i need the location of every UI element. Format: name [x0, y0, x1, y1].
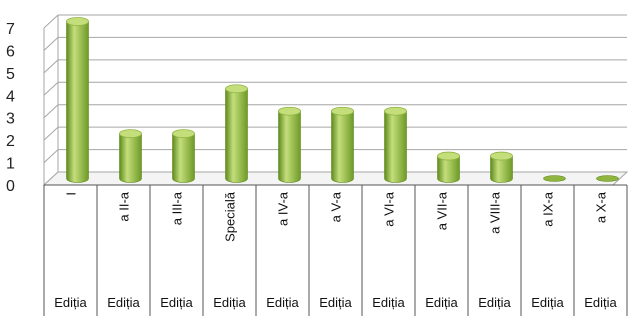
bar	[437, 151, 460, 183]
category-group-label: Ediția	[160, 295, 193, 310]
bar	[119, 129, 142, 183]
bars	[66, 17, 619, 183]
y-tick-label: 7	[6, 21, 15, 38]
gridline-depth	[43, 37, 59, 51]
bar-top	[437, 151, 460, 161]
category-label: a IX-a	[541, 191, 556, 226]
gridline-depth	[43, 149, 59, 163]
bar-body	[490, 155, 513, 183]
category-table: Ediția Ediția Ediția Ediția Ediția Ediția Ediț…	[43, 184, 628, 316]
bar	[384, 106, 407, 183]
bar	[278, 106, 301, 183]
y-tick-label: 4	[6, 88, 15, 105]
bar-top	[66, 17, 89, 26]
bar-top	[278, 106, 301, 116]
category-label: a X-a	[594, 191, 609, 223]
category-label: I	[64, 192, 79, 196]
bar	[596, 175, 619, 182]
bar	[331, 106, 354, 183]
bar-body	[278, 110, 301, 183]
bar-top	[490, 151, 513, 161]
gridline-depth	[43, 104, 59, 119]
bar-top	[172, 129, 195, 139]
bar	[225, 84, 248, 183]
category-group-label: Ediția	[425, 295, 458, 310]
y-tick-label: 5	[6, 66, 15, 83]
y-tick-label: 3	[6, 111, 15, 128]
bar-zero	[596, 175, 619, 182]
gridline-depth	[43, 126, 59, 141]
category-label: a II-a	[117, 191, 132, 221]
category-label: a VII-a	[435, 191, 450, 230]
category-label: Specială	[223, 191, 238, 242]
bar-body	[331, 110, 354, 183]
category-group-label: Ediția	[54, 295, 87, 310]
y-tick-label: 6	[6, 43, 15, 60]
bar-top	[225, 84, 248, 94]
category-group-label: Ediția	[531, 295, 564, 310]
bar-body	[384, 110, 407, 183]
bar-body	[437, 155, 460, 183]
y-tick-labels: 0 1 2 3 4 5 6 7	[6, 21, 15, 195]
y-tick-label: 1	[6, 156, 15, 173]
bar-top	[331, 106, 354, 116]
bar-body	[172, 133, 195, 183]
category-label: a IV-a	[276, 191, 291, 226]
bar	[66, 17, 89, 183]
category-label: a VI-a	[382, 191, 397, 226]
bar-body	[225, 88, 248, 183]
category-group-label: Ediția	[266, 295, 299, 310]
bar-body	[66, 21, 89, 183]
y-tick-label: 0	[6, 178, 15, 195]
gridline-depth	[43, 14, 59, 29]
category-label: a III-a	[170, 191, 185, 225]
bar	[543, 175, 566, 182]
gridline-depth	[43, 59, 59, 74]
y-tick-label: 2	[6, 133, 15, 150]
category-group-label: Ediția	[107, 295, 140, 310]
bar-top	[119, 129, 142, 139]
bar	[490, 151, 513, 183]
bar-top	[384, 106, 407, 116]
category-group-label: Ediția	[478, 295, 511, 310]
category-group-label: Ediția	[213, 295, 246, 310]
category-group-label: Ediția	[319, 295, 352, 310]
bar-body	[119, 133, 142, 183]
gridline-depth	[43, 81, 59, 96]
category-group-label: Ediția	[372, 295, 405, 310]
bar	[172, 129, 195, 183]
bar-zero	[543, 175, 566, 182]
category-group-label: Ediția	[584, 295, 617, 310]
category-label: a V-a	[329, 191, 344, 222]
category-label: a VIII-a	[488, 191, 503, 234]
